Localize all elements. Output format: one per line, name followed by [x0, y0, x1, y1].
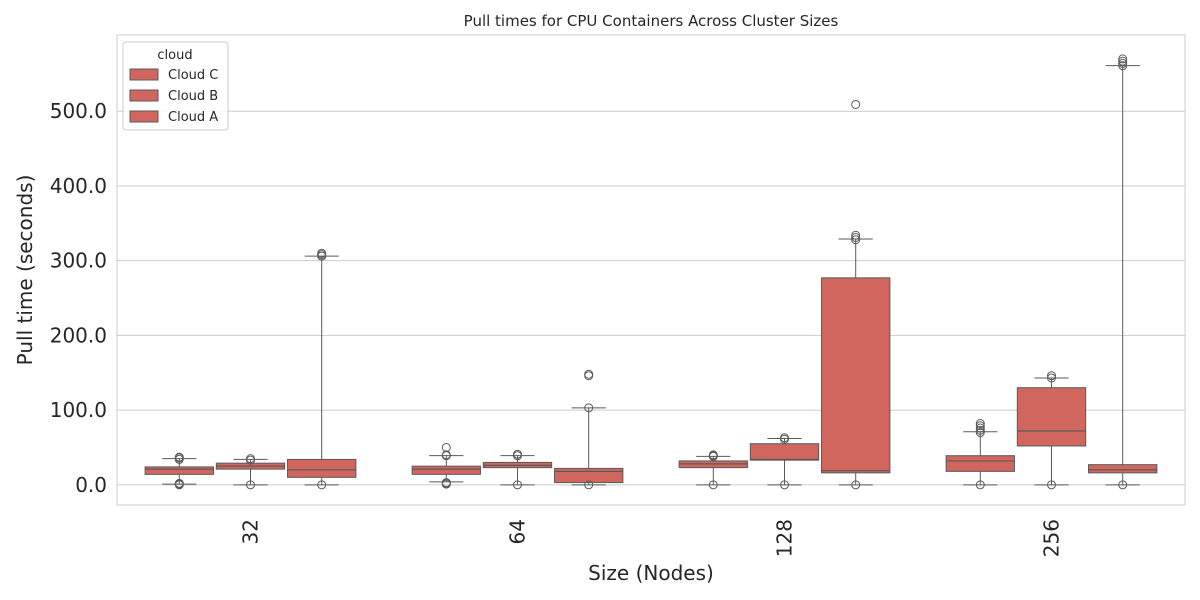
outlier-point	[851, 232, 861, 242]
plot-area	[116, 34, 1186, 506]
box-cloud-c-32	[144, 452, 214, 490]
legend-item: Cloud A	[129, 110, 218, 125]
x-axis-title: Size (Nodes)	[588, 561, 714, 585]
box-cloud-b-256	[1016, 371, 1087, 490]
outlier-point	[513, 449, 522, 459]
outlier-point	[584, 480, 594, 490]
legend-item: Cloud B	[129, 89, 218, 104]
outlier-point	[584, 369, 594, 379]
box-iqr	[1088, 464, 1158, 474]
outlier-point	[975, 428, 985, 438]
box-cloud-b-32	[215, 454, 286, 490]
box-cloud-c-128	[678, 450, 748, 490]
outlier-point	[1118, 56, 1128, 66]
outlier-point	[174, 452, 184, 462]
outlier-point	[246, 454, 255, 464]
outlier-point	[174, 478, 184, 488]
outlier-point	[584, 403, 594, 413]
legend-label: Cloud C	[168, 68, 218, 83]
x-tick-label: 128	[773, 519, 797, 557]
legend-label: Cloud B	[168, 89, 218, 104]
outlier-point	[851, 230, 861, 240]
outlier-point	[1118, 58, 1128, 68]
box-iqr	[287, 458, 357, 478]
outlier-point	[975, 423, 985, 433]
outlier-point	[1118, 54, 1128, 64]
box-series	[144, 54, 1158, 490]
outlier-point	[851, 235, 861, 245]
y-axis-title: Pull time (seconds)	[13, 175, 37, 366]
y-tick-label: 200.0	[50, 323, 107, 347]
y-tick-labels: 0.0 100.0 200.0 300.0 400.0 500.0	[50, 99, 107, 497]
box-cloud-a-128	[821, 99, 891, 490]
outlier-point	[317, 248, 327, 258]
outlier-point	[708, 450, 718, 460]
x-tick-label: 256	[1040, 519, 1064, 557]
outlier-point	[441, 478, 451, 488]
outlier-point	[317, 480, 327, 490]
outlier-point	[780, 433, 789, 443]
outlier-point	[246, 480, 255, 490]
outlier-point	[441, 442, 451, 452]
legend-label: Cloud A	[168, 110, 218, 125]
y-tick-label: 0.0	[75, 473, 107, 497]
x-tick-label: 32	[239, 519, 263, 544]
outlier-point	[1047, 373, 1056, 383]
outlier-point	[975, 480, 985, 490]
legend-title: cloud	[157, 48, 192, 63]
x-tick-label: 64	[506, 519, 530, 544]
box-cloud-c-256	[945, 419, 1015, 490]
box-cloud-a-32	[287, 248, 357, 490]
box-cloud-a-256	[1088, 54, 1158, 490]
box-iqr	[411, 465, 481, 475]
outlier-point	[975, 425, 985, 435]
box-iqr	[821, 277, 891, 474]
box-iqr	[144, 466, 214, 475]
chart-title: Pull times for CPU Containers Across Clu…	[464, 12, 839, 30]
box-cloud-b-64	[482, 449, 553, 490]
legend-item: Cloud C	[129, 68, 218, 83]
legend-swatch	[129, 68, 159, 81]
box-iqr	[945, 455, 1015, 472]
y-tick-label: 100.0	[50, 398, 107, 422]
legend-swatch	[129, 110, 159, 123]
outlier-point	[1118, 480, 1128, 490]
outlier-point	[1047, 480, 1056, 490]
y-tick-label: 500.0	[50, 99, 107, 123]
y-tick-label: 400.0	[50, 174, 107, 198]
outlier-point	[851, 99, 861, 109]
x-tick-labels: 32 64 128 256	[239, 519, 1064, 557]
box-iqr	[749, 443, 820, 461]
outlier-point	[513, 480, 522, 490]
legend-swatch	[129, 89, 159, 102]
box-iqr	[1016, 387, 1087, 447]
outlier-point	[780, 480, 789, 490]
grid-lines	[117, 110, 1185, 486]
outlier-point	[708, 480, 718, 490]
outlier-point	[975, 419, 985, 429]
legend: cloud Cloud C Cloud B Cloud A	[122, 41, 229, 131]
outlier-point	[1118, 61, 1128, 71]
y-tick-label: 300.0	[50, 249, 107, 273]
legend-frame	[122, 41, 229, 131]
box-cloud-a-64	[554, 369, 624, 490]
box-cloud-c-64	[411, 442, 481, 489]
legend-items: Cloud C Cloud B Cloud A	[129, 68, 218, 125]
outlier-point	[1047, 371, 1056, 381]
box-cloud-b-128	[749, 433, 820, 490]
outlier-point	[441, 450, 451, 460]
outlier-point	[975, 421, 985, 431]
outlier-point	[851, 480, 861, 490]
